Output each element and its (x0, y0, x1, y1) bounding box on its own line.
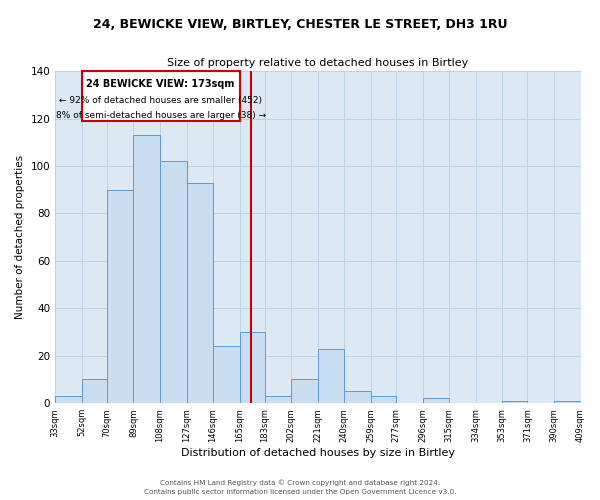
Bar (371, 396, 396, 403)
Bar (55, 396, 82, 403)
Bar (187, 182, 213, 403)
Bar (422, 398, 449, 403)
X-axis label: Distribution of detached houses by size in Birtley: Distribution of detached houses by size … (181, 448, 455, 458)
Text: ← 92% of detached houses are smaller (452): ← 92% of detached houses are smaller (45… (59, 96, 262, 105)
Bar (265, 396, 291, 403)
Bar (291, 380, 318, 403)
Bar (502, 401, 527, 403)
Bar (239, 332, 265, 403)
FancyBboxPatch shape (82, 71, 239, 121)
Bar (318, 348, 344, 403)
Bar (554, 401, 581, 403)
Bar (82, 380, 107, 403)
Bar (107, 190, 133, 403)
Text: Contains public sector information licensed under the Open Government Licence v3: Contains public sector information licen… (144, 489, 456, 495)
Text: Contains HM Land Registry data © Crown copyright and database right 2024.: Contains HM Land Registry data © Crown c… (160, 480, 440, 486)
Y-axis label: Number of detached properties: Number of detached properties (15, 155, 25, 319)
Bar (213, 346, 239, 403)
Text: 8% of semi-detached houses are larger (38) →: 8% of semi-detached houses are larger (3… (56, 112, 266, 120)
Bar (133, 135, 160, 403)
Bar (344, 392, 371, 403)
Text: 24 BEWICKE VIEW: 173sqm: 24 BEWICKE VIEW: 173sqm (86, 80, 235, 90)
Bar (160, 161, 187, 403)
Text: 24, BEWICKE VIEW, BIRTLEY, CHESTER LE STREET, DH3 1RU: 24, BEWICKE VIEW, BIRTLEY, CHESTER LE ST… (93, 18, 507, 30)
Title: Size of property relative to detached houses in Birtley: Size of property relative to detached ho… (167, 58, 469, 68)
